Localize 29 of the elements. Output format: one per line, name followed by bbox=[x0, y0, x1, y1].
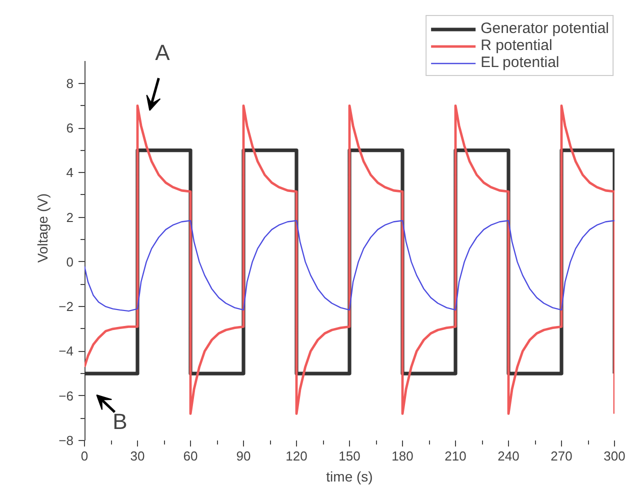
y-tick-label: −6 bbox=[58, 388, 74, 404]
legend-label: Generator potential bbox=[480, 20, 609, 37]
annotation: A bbox=[155, 40, 170, 65]
y-tick-label: 8 bbox=[66, 76, 74, 91]
y-tick-label: −2 bbox=[58, 299, 74, 314]
annotation: B bbox=[112, 409, 128, 434]
y-tick-label: 6 bbox=[66, 120, 74, 136]
line-series bbox=[84, 220, 614, 312]
x-tick-label: 90 bbox=[236, 448, 251, 464]
y-tick-label: 2 bbox=[66, 210, 74, 225]
x-tick-label: 270 bbox=[550, 448, 572, 464]
x-tick-label: 60 bbox=[183, 448, 198, 464]
x-tick-label: 0 bbox=[80, 448, 88, 464]
legend-label: EL potential bbox=[480, 54, 560, 71]
legend-label: R potential bbox=[480, 37, 552, 54]
y-tick-label: 4 bbox=[66, 165, 74, 180]
x-axis-title: time (s) bbox=[326, 468, 373, 484]
x-tick-label: 240 bbox=[498, 448, 520, 464]
y-tick-label: −8 bbox=[58, 433, 74, 448]
x-tick-label: 300 bbox=[604, 448, 626, 464]
y-tick-label: 0 bbox=[66, 254, 74, 270]
y-tick-label: −4 bbox=[58, 344, 74, 359]
x-tick-label: 120 bbox=[286, 448, 308, 464]
x-tick-label: 30 bbox=[130, 448, 145, 464]
x-tick-label: 210 bbox=[444, 448, 466, 464]
x-tick-label: 180 bbox=[392, 448, 414, 464]
x-tick-label: 150 bbox=[338, 448, 360, 464]
line-series bbox=[84, 104, 614, 415]
y-axis-title: Voltage (V) bbox=[34, 193, 51, 263]
